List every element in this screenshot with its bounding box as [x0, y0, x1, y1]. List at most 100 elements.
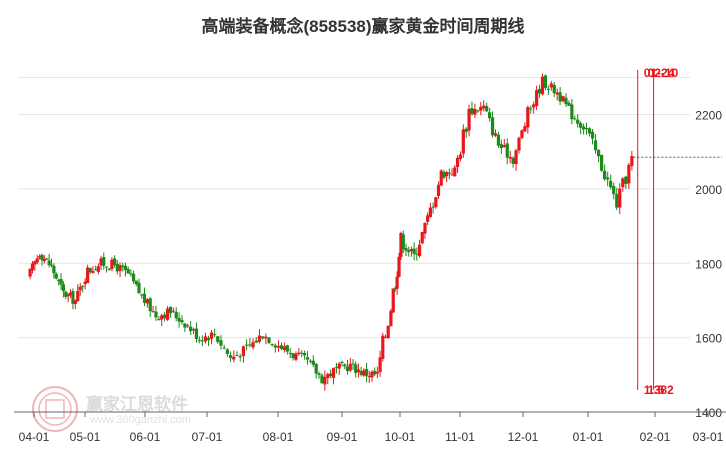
candle-body: [490, 117, 495, 136]
candle-body: [546, 88, 550, 90]
candle-body: [160, 315, 164, 320]
candle-body: [552, 84, 556, 94]
candle-body: [423, 222, 427, 234]
candle-body: [238, 356, 242, 358]
candle-body: [311, 360, 315, 365]
candle-body: [251, 342, 255, 348]
candle-body: [561, 96, 565, 102]
candle-body: [47, 260, 51, 266]
candle-body: [113, 258, 117, 266]
candle-body: [606, 177, 610, 180]
candle-body: [621, 178, 625, 188]
candle-body: [86, 267, 90, 284]
candle-body: [540, 76, 545, 95]
candle-body: [573, 118, 577, 120]
candle-body: [314, 363, 318, 374]
candle-body: [393, 288, 397, 290]
x-tick-label: 09-01: [327, 430, 358, 444]
candle-body: [576, 119, 580, 124]
cycle-annotation: 1.382: [644, 383, 674, 397]
candle-body: [59, 279, 63, 285]
candle-body: [389, 310, 393, 327]
x-tick-label: 05-01: [70, 430, 101, 444]
candle-body: [121, 265, 125, 268]
candle-body: [64, 291, 68, 297]
candle-body: [564, 97, 568, 105]
candle-body: [587, 128, 592, 134]
candle-body: [412, 248, 416, 254]
candle-body: [499, 144, 503, 149]
candle-body: [209, 332, 214, 339]
candle-body: [71, 291, 75, 304]
candle-body: [183, 323, 187, 328]
candle-body: [134, 280, 138, 285]
candle-body: [126, 269, 130, 274]
cycle-annotation: 01-24: [644, 66, 675, 80]
candle-body: [99, 258, 103, 266]
candle-body: [154, 311, 158, 318]
x-tick-label: 10-01: [385, 430, 416, 444]
candle-body: [206, 337, 211, 341]
candle-body: [381, 335, 385, 359]
candle-body: [83, 281, 87, 285]
candle-body: [38, 256, 42, 258]
candle-body: [264, 336, 268, 339]
x-tick-label: 08-01: [263, 430, 294, 444]
candle-body: [279, 345, 284, 349]
candle-body: [303, 352, 307, 356]
candle-body: [331, 368, 336, 378]
candle-body: [49, 264, 54, 266]
candle-body: [177, 317, 181, 322]
candle-body: [434, 197, 438, 208]
candle-body: [618, 188, 622, 208]
candle-body: [615, 193, 619, 208]
candle-body: [180, 320, 184, 323]
candle-body: [485, 106, 489, 112]
candle-body: [609, 180, 613, 188]
candle-body: [450, 174, 454, 176]
candle-body: [300, 352, 304, 354]
x-tick-label: 02-01: [640, 430, 671, 444]
candle-body: [439, 170, 443, 186]
candle-body: [532, 104, 536, 108]
candle-body: [197, 339, 201, 341]
candle-body: [66, 294, 70, 297]
candle-body: [627, 164, 631, 184]
candle-body: [308, 360, 313, 362]
candle-body: [131, 273, 136, 282]
candle-body: [505, 143, 509, 158]
candle-body: [447, 172, 451, 174]
candle-body: [549, 83, 553, 88]
candle-body: [91, 271, 95, 273]
candle-body: [399, 232, 403, 257]
candle-body: [137, 282, 141, 294]
x-tick-label: 06-01: [130, 430, 161, 444]
cycle-annotation: 02-10: [648, 66, 679, 80]
candle-body: [163, 314, 167, 319]
candle-body: [508, 156, 512, 159]
watermark: 赢家江恩软件 www.360ganzhi.com: [30, 384, 230, 434]
candle-body: [367, 376, 371, 378]
candle-body: [537, 88, 542, 94]
candle-body: [395, 276, 399, 289]
candle-body: [78, 286, 82, 291]
candle-body: [110, 259, 114, 270]
candle-body: [529, 108, 533, 110]
candle-body: [261, 336, 265, 339]
candle-body: [235, 355, 239, 357]
candle-body: [420, 232, 424, 244]
candle-body: [61, 284, 66, 291]
candle-body: [404, 248, 408, 251]
candle-body: [94, 269, 98, 271]
candle-body: [174, 311, 178, 319]
candle-body: [228, 355, 233, 358]
candle-body: [523, 126, 527, 132]
candle-body: [326, 374, 330, 379]
candle-body: [216, 336, 220, 342]
candle-body: [391, 288, 395, 313]
candle-body: [455, 157, 460, 168]
candle-body: [370, 371, 374, 378]
candle-body: [473, 108, 477, 115]
watermark-url: www.360ganzhi.com: [90, 414, 191, 426]
candle-body: [526, 107, 530, 128]
